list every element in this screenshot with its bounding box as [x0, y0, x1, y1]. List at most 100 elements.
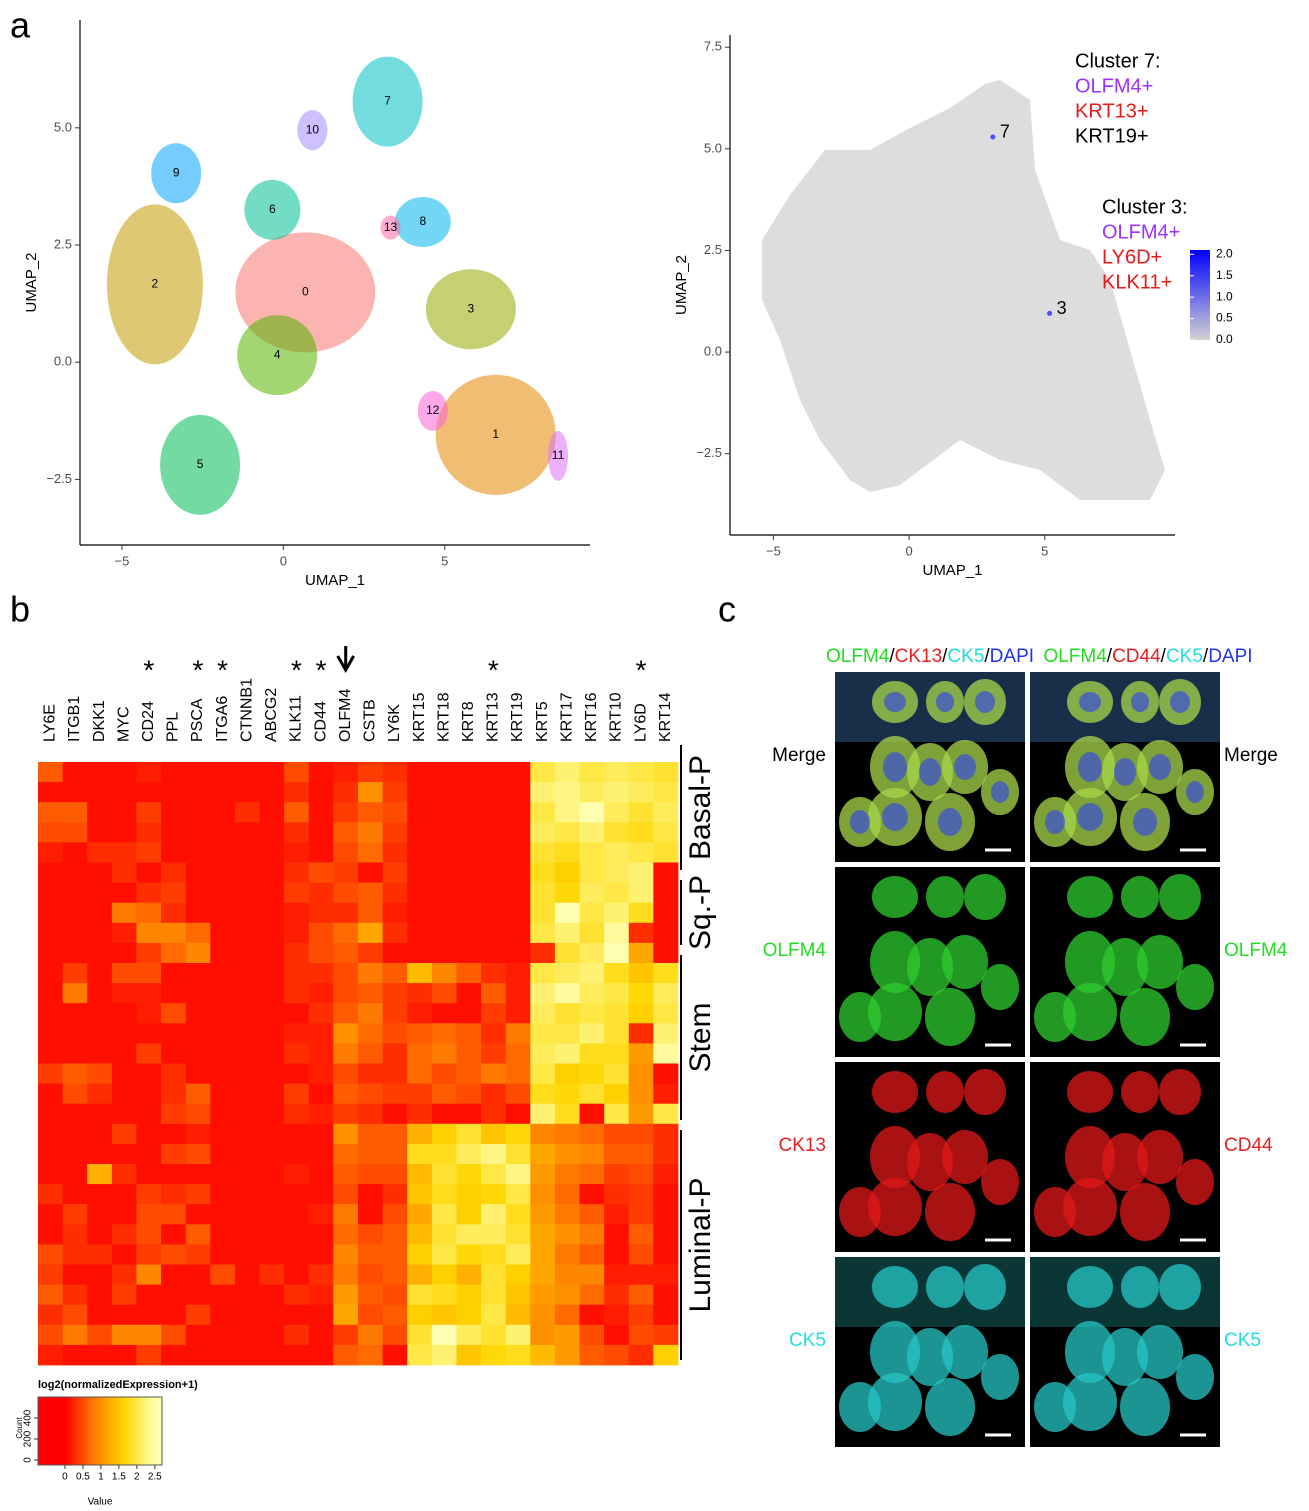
cluster-cloud	[425, 269, 516, 350]
nucleus	[1114, 758, 1136, 786]
heatmap-cell	[111, 922, 137, 944]
heatmap-cell	[530, 1344, 556, 1366]
heatmap-cell	[62, 1184, 88, 1205]
heatmap-cell	[38, 1344, 64, 1366]
heatmap-cell	[234, 1123, 260, 1145]
heatmap-cell	[259, 782, 285, 803]
heatmap-cell	[234, 882, 260, 904]
heatmap-cell	[333, 902, 359, 924]
heatmap-cell	[604, 782, 630, 803]
heatmap-cell	[604, 902, 630, 924]
heatmap-cell	[87, 1224, 113, 1245]
heatmap-cell	[210, 1244, 236, 1265]
heatmap-cell	[234, 842, 260, 863]
heatmap-cell	[653, 1043, 679, 1064]
heatmap-cell	[234, 1244, 260, 1265]
heatmap-cell	[185, 963, 211, 984]
heatmap-cell	[161, 1063, 187, 1084]
heatmap-cell	[653, 942, 679, 964]
heatmap-cell	[185, 1304, 211, 1326]
heatmap-cell	[87, 882, 113, 904]
heatmap-cell	[234, 1204, 260, 1225]
heatmap-cell	[554, 802, 580, 823]
heatmap-cell	[308, 983, 334, 1004]
heatmap-cell	[653, 762, 679, 783]
channel-label: OLFM4	[1224, 940, 1288, 961]
heatmap-cell	[653, 1164, 679, 1185]
heatmap-cell	[604, 822, 630, 843]
heatmap-cell	[431, 782, 457, 803]
heatmap-cell	[308, 942, 334, 964]
heatmap-cell	[333, 983, 359, 1004]
heatmap-cell	[579, 1304, 605, 1326]
column-label: ITGA6	[214, 696, 231, 742]
heatmap-cell	[530, 902, 556, 924]
heatmap-cell	[554, 882, 580, 904]
heatmap-cell	[87, 1063, 113, 1084]
heatmap-cell	[358, 1344, 384, 1366]
heatmap-cell	[505, 762, 531, 783]
heatmap-cell	[62, 822, 88, 843]
heatmap-cell	[333, 782, 359, 803]
heatmap-cell	[210, 762, 236, 783]
heatmap-cell	[481, 963, 507, 984]
heatmap-cell	[111, 762, 137, 783]
heatmap-cell	[431, 862, 457, 883]
heatmap-cell	[604, 1284, 630, 1306]
column-label: ABCG2	[263, 688, 280, 742]
heatmap-cell	[604, 1204, 630, 1225]
cell	[872, 876, 918, 918]
heatmap-cell	[136, 1143, 162, 1165]
heatmap-cell	[259, 842, 285, 863]
heatmap-cell	[259, 1224, 285, 1245]
annotation: LY6D+	[1102, 246, 1162, 268]
heatmap-cell	[530, 1063, 556, 1084]
channel-label: OLFM4	[763, 940, 827, 961]
heatmap-cell	[161, 762, 187, 783]
heatmap-cell	[185, 902, 211, 924]
heatmap-cell	[382, 1324, 408, 1346]
cell	[1121, 1266, 1159, 1308]
heatmap-cell	[284, 1244, 310, 1265]
heatmap-cell	[382, 1164, 408, 1185]
column-label: KRT5	[534, 701, 551, 742]
heatmap-cell	[308, 1284, 334, 1306]
heatmap-cell	[259, 1043, 285, 1064]
heatmap-cell	[579, 882, 605, 904]
heatmap-cell	[505, 822, 531, 843]
heatmap-cell	[284, 983, 310, 1004]
y-tick-label: 2.5	[704, 242, 722, 257]
y-tick-label: 5.0	[54, 119, 72, 134]
cluster-label: 7	[1000, 122, 1010, 142]
heatmap-cell	[284, 1003, 310, 1024]
heatmap-cell	[554, 1324, 580, 1346]
heatmap-cell	[481, 882, 507, 904]
heatmap-cell	[579, 1224, 605, 1245]
heatmap-cell	[308, 1164, 334, 1185]
y-tick-label: −2.5	[696, 445, 722, 460]
heatmap-cell	[259, 822, 285, 843]
heatmap-cell	[431, 1224, 457, 1245]
heatmap-cell	[284, 862, 310, 883]
heatmap-cell	[431, 822, 457, 843]
heatmap-cell	[358, 902, 384, 924]
heatmap-cell	[579, 1103, 605, 1125]
heatmap-cell	[481, 842, 507, 863]
color-key-tick-label: 200	[23, 1430, 34, 1447]
heatmap-cell	[284, 1184, 310, 1205]
heatmap-cell	[653, 1143, 679, 1165]
heatmap-cell	[554, 1264, 580, 1285]
heatmap-cell	[554, 862, 580, 883]
heatmap-cell	[62, 1063, 88, 1084]
cluster-cloud	[106, 204, 203, 365]
cluster-label: 6	[269, 202, 276, 216]
expressing-cell	[990, 134, 996, 140]
heatmap-cell	[308, 1324, 334, 1346]
column-label: ITGB1	[66, 696, 83, 742]
heatmap-cell	[579, 822, 605, 843]
column-label: KRT18	[435, 692, 452, 742]
y-tick-label: 2.5	[54, 236, 72, 251]
column-label: KRT8	[460, 701, 477, 742]
heatmap-cell	[579, 1063, 605, 1084]
heatmap-cell	[653, 862, 679, 883]
